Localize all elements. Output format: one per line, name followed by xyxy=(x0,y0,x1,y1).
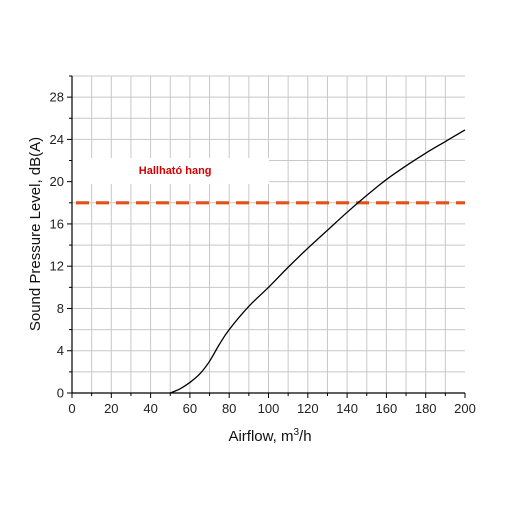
y-tick-label: 28 xyxy=(50,90,64,105)
x-tick-label: 80 xyxy=(222,401,236,416)
annotation-group: Hallható hang xyxy=(64,158,269,184)
grid xyxy=(72,75,465,393)
annotation-background xyxy=(64,158,269,184)
y-tick-label: 4 xyxy=(57,343,64,358)
x-axis-label: Airflow, m3/h xyxy=(228,427,311,445)
axes xyxy=(67,75,466,398)
series-line xyxy=(169,129,466,394)
x-tick-label: 40 xyxy=(143,401,157,416)
x-tick-label: 120 xyxy=(297,401,319,416)
y-tick-label: 0 xyxy=(57,386,64,401)
tick-labels: 0 20 40 60 80 100 120 140 160 180 200 0 4 8 12 16 20 24 28 xyxy=(50,90,476,416)
y-tick-label: 24 xyxy=(50,132,64,147)
y-tick-label: 16 xyxy=(50,216,64,231)
series-group xyxy=(169,129,466,394)
x-tick-label: 60 xyxy=(183,401,197,416)
x-tick-label: 140 xyxy=(336,401,358,416)
y-axis-label: Sound Pressure Level, dB(A) xyxy=(27,137,44,331)
x-tick-label: 100 xyxy=(258,401,280,416)
x-tick-label: 20 xyxy=(104,401,118,416)
x-tick-label: 200 xyxy=(454,401,476,416)
y-tick-label: 8 xyxy=(57,301,64,316)
x-tick-label: 0 xyxy=(68,401,75,416)
y-tick-label: 12 xyxy=(50,259,64,274)
annotation-label: Hallható hang xyxy=(139,165,212,177)
y-tick-label: 20 xyxy=(50,174,64,189)
x-tick-label: 180 xyxy=(415,401,437,416)
x-tick-label: 160 xyxy=(376,401,398,416)
